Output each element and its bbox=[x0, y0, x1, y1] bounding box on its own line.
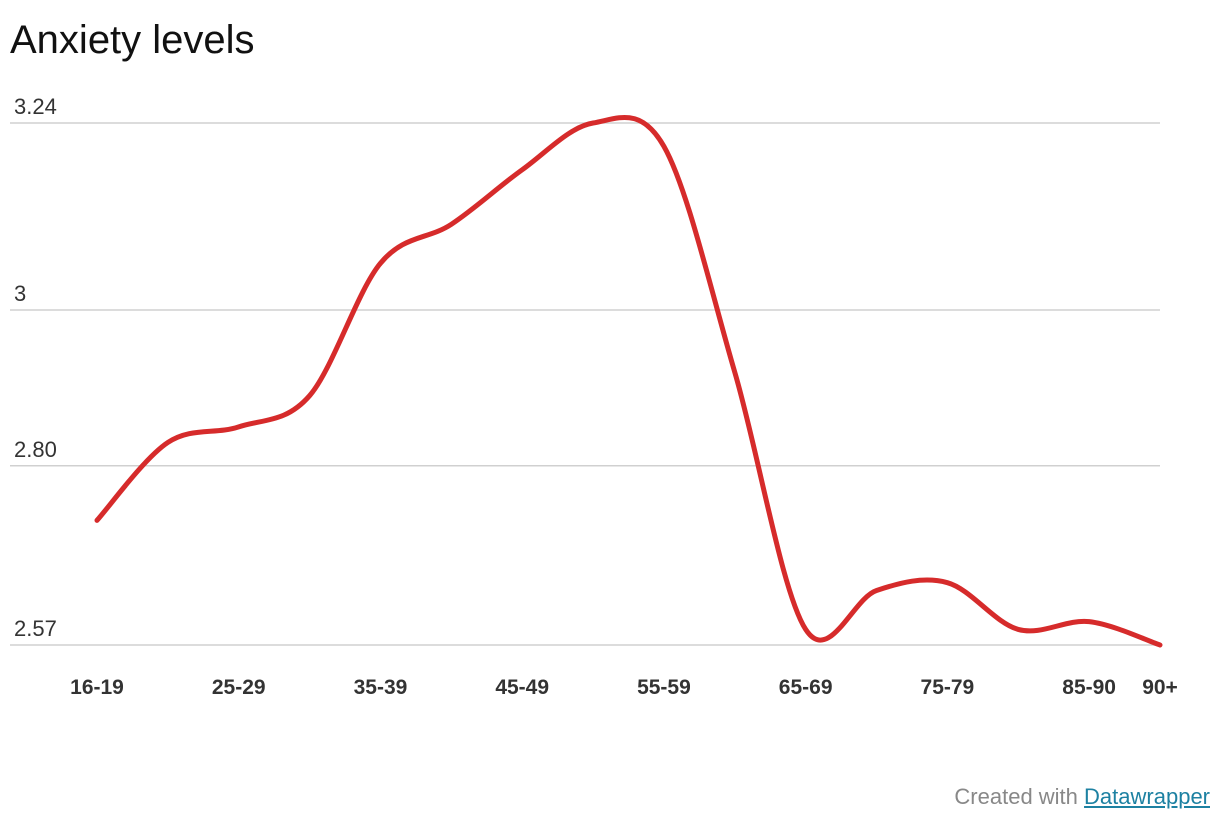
x-tick-label: 25-29 bbox=[212, 676, 266, 699]
x-tick-label: 16-19 bbox=[70, 676, 124, 699]
y-tick-label: 2.80 bbox=[14, 437, 57, 462]
credit: Created with Datawrapper bbox=[954, 784, 1210, 810]
x-tick-label: 55-59 bbox=[637, 676, 691, 699]
x-tick-label: 90+ bbox=[1142, 676, 1178, 699]
x-tick-label: 65-69 bbox=[779, 676, 833, 699]
chart-title: Anxiety levels bbox=[10, 18, 255, 62]
x-tick-label: 75-79 bbox=[921, 676, 975, 699]
y-tick-label: 3 bbox=[14, 281, 26, 306]
x-tick-label: 85-90 bbox=[1062, 676, 1116, 699]
data-line bbox=[94, 115, 1163, 648]
x-tick-label: 35-39 bbox=[354, 676, 408, 699]
y-tick-label: 2.57 bbox=[14, 616, 57, 641]
credit-link[interactable]: Datawrapper bbox=[1084, 784, 1210, 809]
x-tick-label: 45-49 bbox=[495, 676, 549, 699]
y-tick-label: 3.24 bbox=[14, 94, 57, 119]
credit-text: Created with bbox=[954, 784, 1078, 809]
